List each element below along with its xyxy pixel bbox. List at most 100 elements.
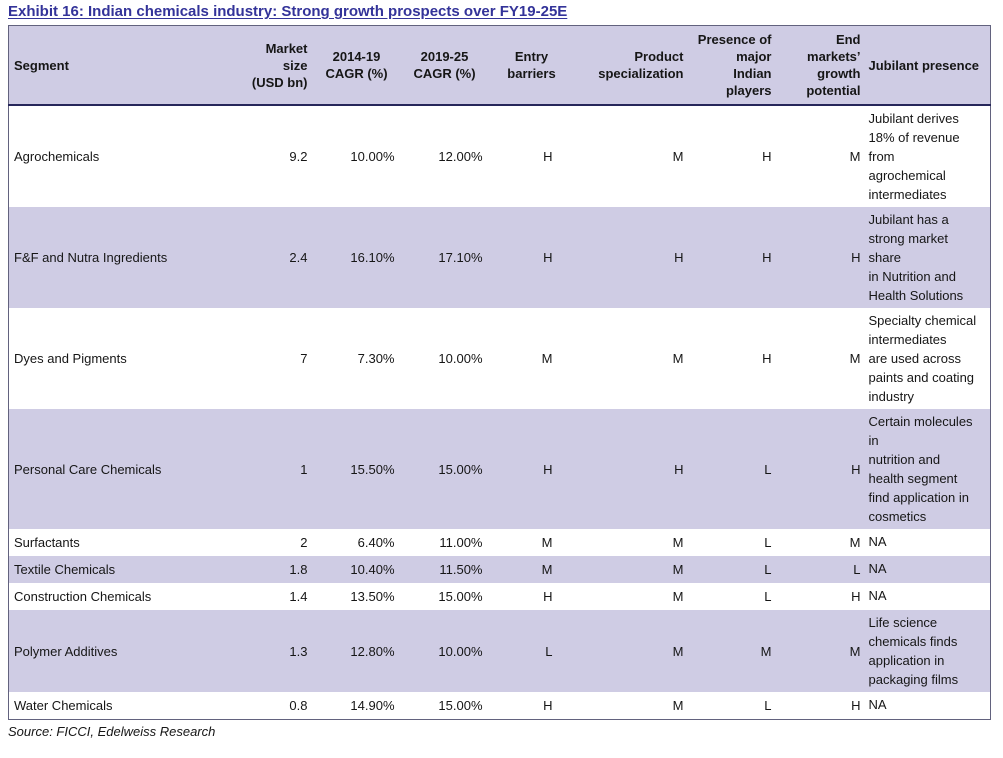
table-row: Agrochemicals 9.2 10.00% 12.00% H M H M … xyxy=(9,105,991,207)
table-row: Polymer Additives 1.3 12.80% 10.00% L M … xyxy=(8,610,991,692)
cell-entry-barriers: H xyxy=(543,589,553,604)
cell-market-size: 1.8 xyxy=(240,556,313,583)
cell-jubilant-presence: Jubilant derives 18% of revenue from agr… xyxy=(868,111,960,202)
cell-end-markets: M xyxy=(849,351,861,366)
cell-cagr-2019-25: 17.10% xyxy=(400,207,489,308)
cell-jubilant-presence: Life science chemicals finds application… xyxy=(863,610,991,692)
cell-end-markets: M xyxy=(778,610,864,692)
cell-product-specialization: M xyxy=(672,589,684,604)
table-row: Textile Chemicals 1.8 10.40% 11.50% M M … xyxy=(8,556,991,583)
cell-product-specialization: M xyxy=(574,556,689,583)
cell-jubilant-presence: NA xyxy=(868,697,887,712)
cell-entry-barriers: H xyxy=(543,698,553,713)
column-header-cagr-2014-19: 2014-19 CAGR (%) xyxy=(312,25,401,106)
cell-entry-barriers: H xyxy=(543,149,553,164)
cell-presence: L xyxy=(764,535,772,550)
header-row: Segment Market size (USD bn) 2014-19 CAG… xyxy=(8,25,991,106)
cell-segment: Surfactants xyxy=(14,535,80,550)
cell-cagr-2019-25: 15.00% xyxy=(400,409,489,529)
table-row: Personal Care Chemicals 1 15.50% 15.00% … xyxy=(8,409,991,529)
cell-cagr-2014-19: 16.10% xyxy=(312,207,401,308)
cell-product-specialization: M xyxy=(672,535,684,550)
cell-entry-barriers: M xyxy=(541,535,553,550)
cell-entry-barriers: H xyxy=(488,409,575,529)
cell-presence: L xyxy=(688,409,779,529)
cell-cagr-2014-19: 6.40% xyxy=(357,535,395,550)
column-header-market-size: Market size (USD bn) xyxy=(240,25,313,106)
cell-jubilant-presence: NA xyxy=(868,588,887,603)
cell-segment: Construction Chemicals xyxy=(14,589,152,604)
cell-product-specialization: M xyxy=(672,351,684,366)
cell-cagr-2014-19: 12.80% xyxy=(312,610,401,692)
cell-cagr-2014-19: 15.50% xyxy=(312,409,401,529)
cell-cagr-2019-25: 12.00% xyxy=(438,149,483,164)
column-header-segment: Segment xyxy=(8,25,241,106)
cell-end-markets: H xyxy=(778,409,864,529)
document-page: Exhibit 16: Indian chemicals industry: S… xyxy=(8,3,991,739)
cell-cagr-2019-25: 15.00% xyxy=(438,698,483,713)
cell-cagr-2014-19: 10.40% xyxy=(312,556,401,583)
cell-cagr-2019-25: 10.00% xyxy=(438,351,483,366)
cell-market-size: 2.4 xyxy=(240,207,313,308)
cell-end-markets: H xyxy=(778,207,864,308)
cell-cagr-2019-25: 11.00% xyxy=(439,535,483,550)
cell-jubilant-presence: NA xyxy=(863,556,991,583)
table-row: Dyes and Pigments 7 7.30% 10.00% M M H M… xyxy=(9,308,991,409)
cell-jubilant-presence: Certain molecules in nutrition and healt… xyxy=(863,409,991,529)
cell-market-size: 1 xyxy=(240,409,313,529)
cell-market-size: 9.2 xyxy=(289,149,308,164)
cell-product-specialization: H xyxy=(574,409,689,529)
column-header-product-specialization: Product specialization xyxy=(574,25,689,106)
exhibit-title: Exhibit 16: Indian chemicals industry: S… xyxy=(8,3,568,20)
cell-product-specialization: M xyxy=(574,610,689,692)
column-header-end-markets-growth: End markets’ growth potential xyxy=(778,25,864,106)
cell-presence: H xyxy=(688,207,779,308)
cell-entry-barriers: M xyxy=(488,556,575,583)
exhibit-table: Segment Market size (USD bn) 2014-19 CAG… xyxy=(8,25,991,720)
cell-cagr-2014-19: 7.30% xyxy=(357,351,395,366)
column-header-cagr-2019-25: 2019-25 CAGR (%) xyxy=(400,25,489,106)
cell-presence: H xyxy=(762,149,772,164)
cell-cagr-2019-25: 11.50% xyxy=(400,556,489,583)
cell-segment: Personal Care Chemicals xyxy=(8,409,241,529)
column-header-presence-major-players: Presence of major Indian players xyxy=(688,25,779,106)
cell-segment: F&F and Nutra Ingredients xyxy=(8,207,241,308)
cell-market-size: 1.3 xyxy=(240,610,313,692)
cell-end-markets: L xyxy=(778,556,864,583)
cell-presence: L xyxy=(764,698,772,713)
cell-cagr-2014-19: 14.90% xyxy=(350,698,395,713)
cell-cagr-2014-19: 13.50% xyxy=(350,589,395,604)
table-row: Construction Chemicals 1.4 13.50% 15.00%… xyxy=(9,583,991,610)
cell-cagr-2019-25: 15.00% xyxy=(438,589,483,604)
cell-presence: H xyxy=(762,351,772,366)
cell-entry-barriers: H xyxy=(488,207,575,308)
cell-cagr-2019-25: 10.00% xyxy=(400,610,489,692)
cell-jubilant-presence: NA xyxy=(868,534,887,549)
cell-market-size: 1.4 xyxy=(289,589,308,604)
source-note: Source: FICCI, Edelweiss Research xyxy=(8,724,216,739)
cell-presence: M xyxy=(688,610,779,692)
cell-segment: Agrochemicals xyxy=(14,149,100,164)
cell-segment: Polymer Additives xyxy=(8,610,241,692)
cell-market-size: 0.8 xyxy=(289,698,308,713)
table-row: Surfactants 2 6.40% 11.00% M M L M NA xyxy=(9,529,991,556)
cell-end-markets: H xyxy=(851,698,861,713)
cell-end-markets: M xyxy=(849,535,861,550)
cell-presence: L xyxy=(688,556,779,583)
cell-cagr-2014-19: 10.00% xyxy=(350,149,395,164)
cell-market-size: 2 xyxy=(300,535,308,550)
column-header-jubilant-presence: Jubilant presence xyxy=(863,25,991,106)
cell-jubilant-presence: Jubilant has a strong market share in Nu… xyxy=(863,207,991,308)
cell-market-size: 7 xyxy=(300,351,308,366)
cell-segment: Water Chemicals xyxy=(14,698,113,713)
cell-product-specialization: M xyxy=(672,698,684,713)
cell-jubilant-presence: Specialty chemical intermediates are use… xyxy=(868,313,977,404)
cell-segment: Textile Chemicals xyxy=(8,556,241,583)
cell-end-markets: H xyxy=(851,589,861,604)
cell-product-specialization: H xyxy=(574,207,689,308)
cell-entry-barriers: L xyxy=(488,610,575,692)
column-header-entry-barriers: Entry barriers xyxy=(488,25,575,106)
cell-segment: Dyes and Pigments xyxy=(14,351,127,366)
table-row: Water Chemicals 0.8 14.90% 15.00% H M L … xyxy=(9,692,991,720)
cell-presence: L xyxy=(764,589,772,604)
